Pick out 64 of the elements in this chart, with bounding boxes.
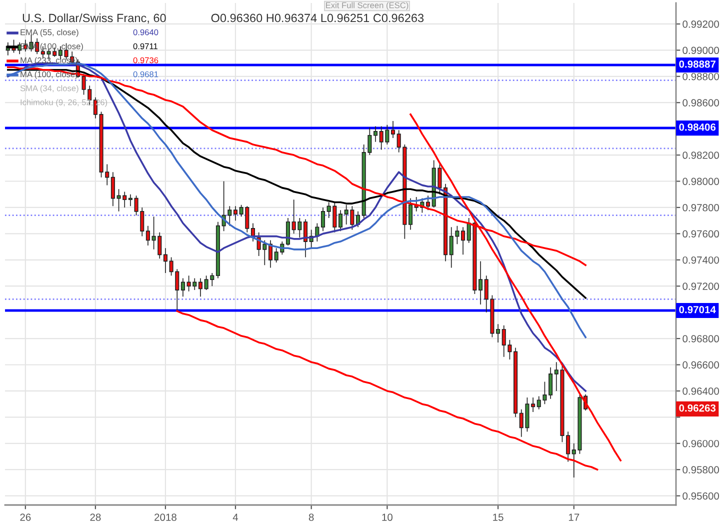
x-tick-label: 15 [493, 514, 504, 521]
line-series [7, 68, 586, 299]
candlestick [444, 183, 448, 262]
legend-label: EMA (55, close) [20, 29, 78, 37]
y-tick-label: 0.98800 [682, 72, 719, 80]
candlestick [390, 120, 396, 138]
ref-line-label: 0.98887 [679, 60, 716, 68]
candlestick [320, 207, 326, 232]
candlestick [514, 347, 518, 418]
line-series [176, 310, 598, 471]
x-tick-label: 26 [20, 514, 31, 521]
x-tick-label: 17 [568, 514, 580, 521]
candlestick [461, 226, 466, 256]
y-tick-label: 0.95600 [682, 492, 719, 500]
ref-line-label: 0.97014 [679, 306, 716, 314]
candlestick [180, 278, 185, 298]
annotation: 0.96263 [679, 404, 716, 412]
candlestick [566, 431, 570, 462]
candlestick [496, 324, 500, 343]
legend-label: MA (100, close) [20, 71, 78, 79]
candlestick [216, 221, 220, 279]
text: U.S. Dollar/Swiss Franc, 60 [22, 14, 166, 24]
y-tick-label: 0.99000 [682, 46, 719, 54]
y-tick-label: 0.97200 [682, 282, 719, 290]
candlestick [233, 206, 238, 221]
candlestick [110, 172, 115, 207]
y-tick-label: 0.97600 [682, 230, 719, 238]
annotation: SMA (34, close) [20, 85, 78, 93]
candlestick [286, 218, 290, 246]
y-tick-label: 0.96000 [682, 440, 719, 448]
y-tick-label: 0.95800 [682, 466, 719, 474]
annotation: 0.9681 [133, 71, 158, 78]
candlestick [531, 397, 536, 412]
annotation: Exit Full Screen (ESC) [326, 2, 408, 10]
candlestick [163, 248, 168, 274]
y-tick-label: 0.98200 [682, 152, 719, 159]
candlestick [373, 126, 378, 142]
candlestick [128, 194, 132, 207]
x-tick-label: 2018 [154, 514, 176, 521]
y-tick-label: 0.98000 [682, 178, 719, 186]
ref-line-label: 0.98406 [679, 124, 716, 131]
annotation: 0.9711 [133, 43, 158, 50]
annotation: 0.9736 [133, 57, 158, 64]
x-tick-label: 10 [382, 514, 392, 521]
candlestick [303, 218, 308, 258]
text: O0.96360 H0.96374 L0.96251 C0.96263 [211, 14, 424, 22]
y-tick-label: 0.99200 [682, 20, 719, 28]
y-tick-label: 0.96600 [682, 361, 719, 369]
y-tick-label: 0.97400 [682, 256, 719, 264]
y-tick-label: 0.96400 [682, 388, 719, 395]
x-tick-label: 28 [90, 514, 101, 521]
candlestick [198, 278, 202, 298]
candlestick [426, 195, 430, 211]
candlestick [338, 210, 343, 232]
candlestick [146, 225, 150, 246]
candlestick [478, 260, 483, 305]
y-tick-label: 0.97800 [682, 204, 719, 212]
y-tick-label: 0.96800 [682, 335, 719, 342]
x-tick-label: 8 [308, 514, 314, 521]
candlestick [548, 366, 553, 400]
candlestick [408, 198, 413, 230]
x-tick-label: 4 [232, 514, 238, 521]
y-tick-label: 0.98600 [682, 99, 719, 106]
annotation: 0.9640 [133, 29, 158, 36]
